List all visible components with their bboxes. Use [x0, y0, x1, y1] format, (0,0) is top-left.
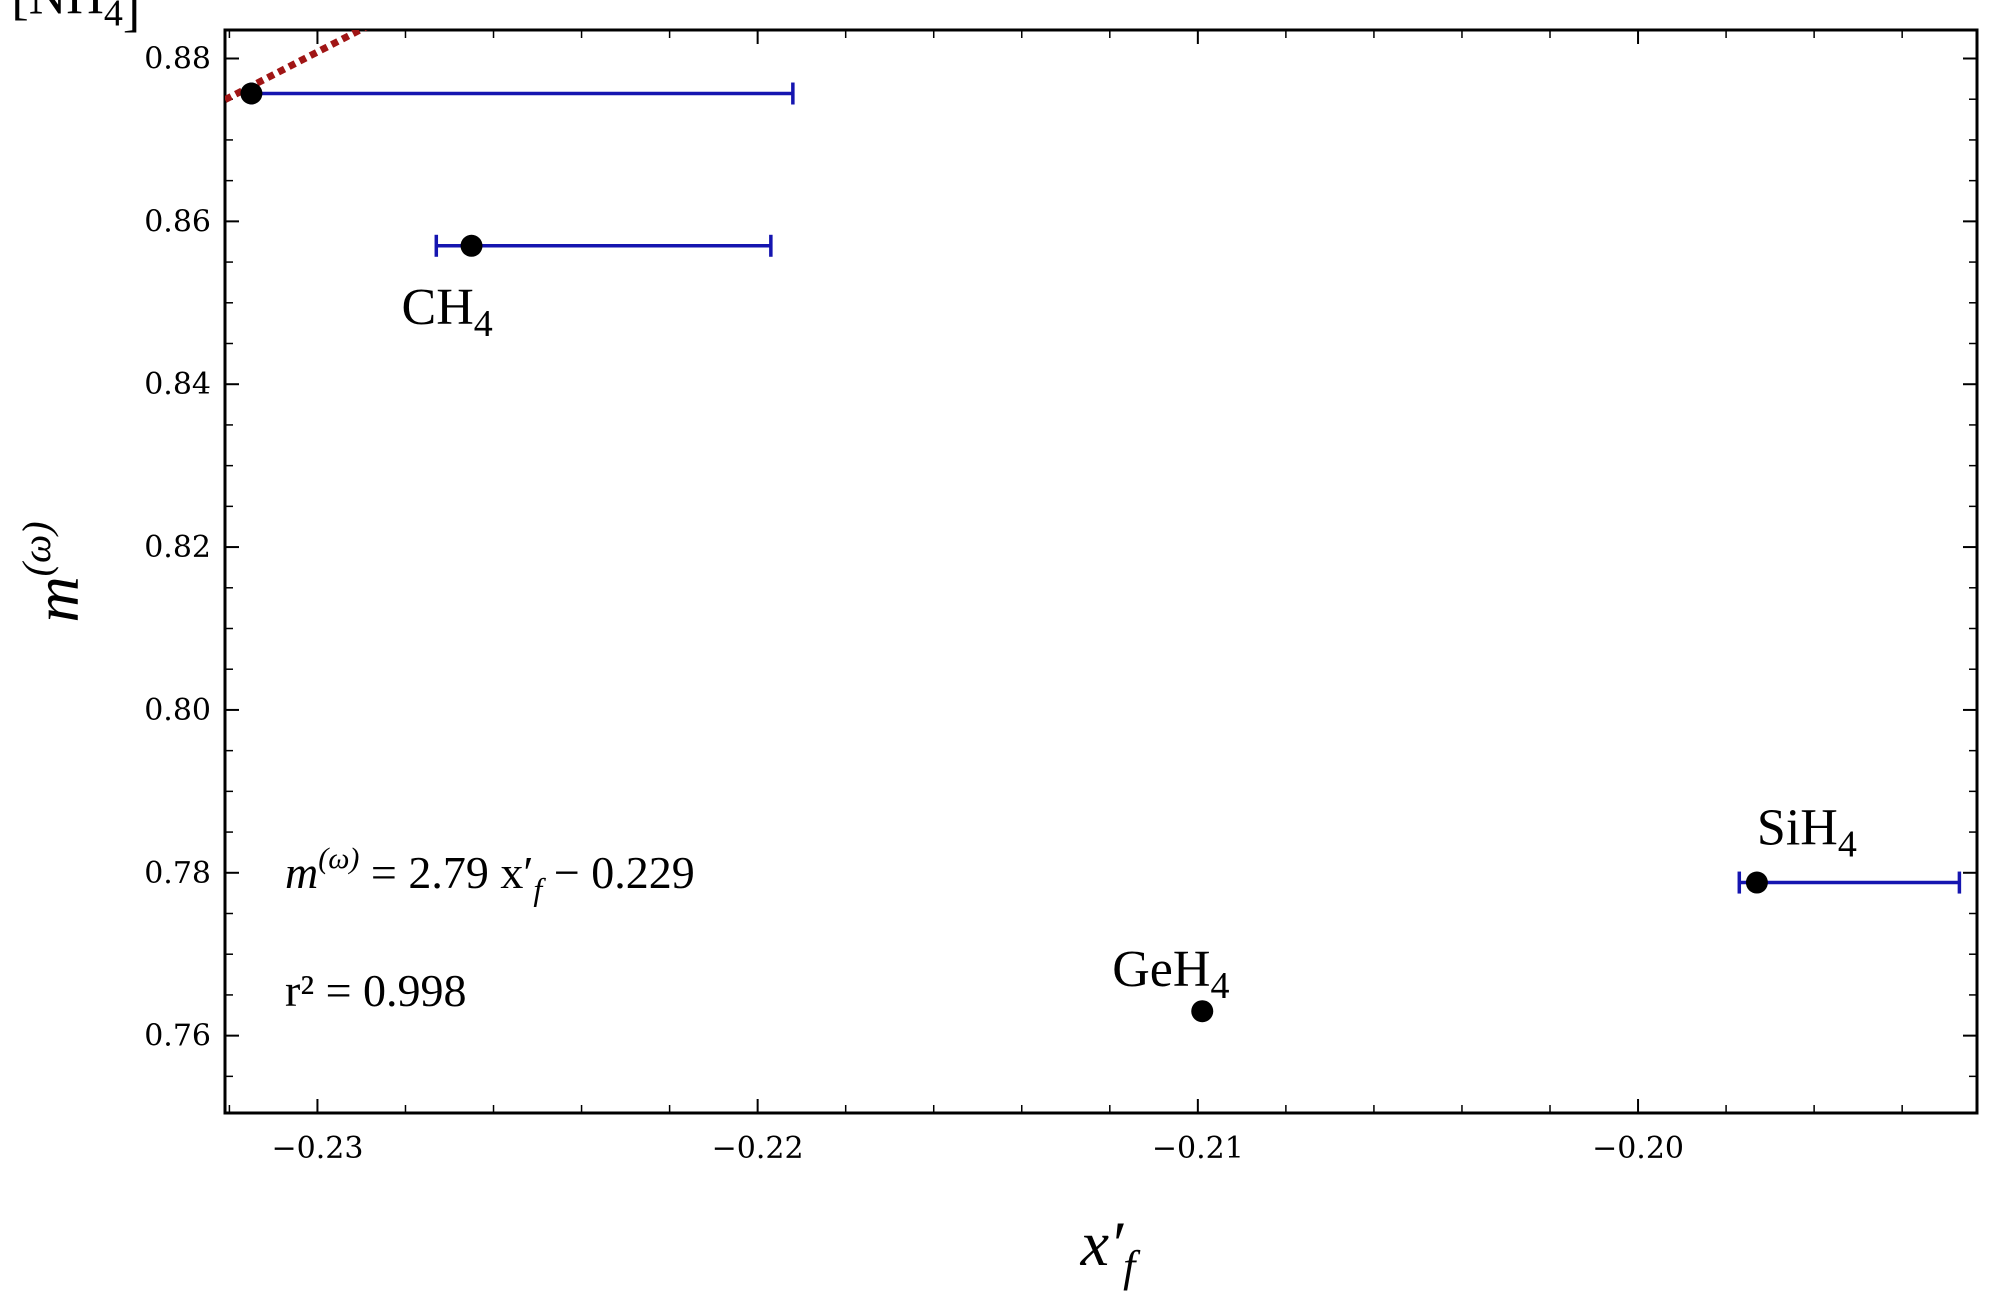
- fit-equation: m(ω) = 2.79 x′f − 0.229: [285, 842, 695, 907]
- data-point: [1191, 1000, 1214, 1023]
- y-tick-label: 0.82: [144, 530, 211, 565]
- point-label: SiH4: [1757, 800, 1857, 866]
- data-point: [240, 82, 263, 105]
- axis-ticks: [225, 30, 1977, 1113]
- y-tick-label: 0.88: [144, 42, 211, 77]
- r-squared: r² = 0.998: [285, 965, 467, 1016]
- fit-line-group: [225, 30, 368, 103]
- x-axis-title: x′f: [1080, 1208, 1141, 1291]
- data-points: [240, 82, 1768, 1023]
- point-label: GeH4: [1112, 941, 1229, 1007]
- x-tick-label: −0.23: [271, 1131, 363, 1166]
- x-tick-label: −0.20: [1592, 1131, 1684, 1166]
- point-label: [NH4]+: [11, 0, 161, 38]
- point-label: CH4: [402, 279, 493, 345]
- y-axis-title: m(ω): [14, 521, 92, 622]
- plot-frame: [223, 28, 1979, 1115]
- x-tick-label: −0.21: [1152, 1131, 1244, 1166]
- error-bars: [249, 82, 1962, 894]
- point-labels: [NH4]+ CH4 GeH4 SiH4: [11, 0, 1856, 1007]
- y-tick-label: 0.78: [144, 856, 211, 891]
- y-tick-label: 0.76: [144, 1019, 211, 1054]
- data-point: [460, 234, 483, 257]
- x-tick-labels: −0.23 −0.22 −0.21 −0.20: [271, 1131, 1684, 1166]
- y-tick-label: 0.84: [144, 367, 211, 402]
- y-tick-labels: 0.76 0.78 0.80 0.82 0.84 0.86 0.88: [144, 42, 211, 1054]
- x-tick-label: −0.22: [712, 1131, 804, 1166]
- data-point: [1745, 871, 1768, 894]
- y-tick-label: 0.86: [144, 204, 211, 239]
- y-tick-label: 0.80: [144, 693, 211, 728]
- fit-line: [225, 30, 368, 103]
